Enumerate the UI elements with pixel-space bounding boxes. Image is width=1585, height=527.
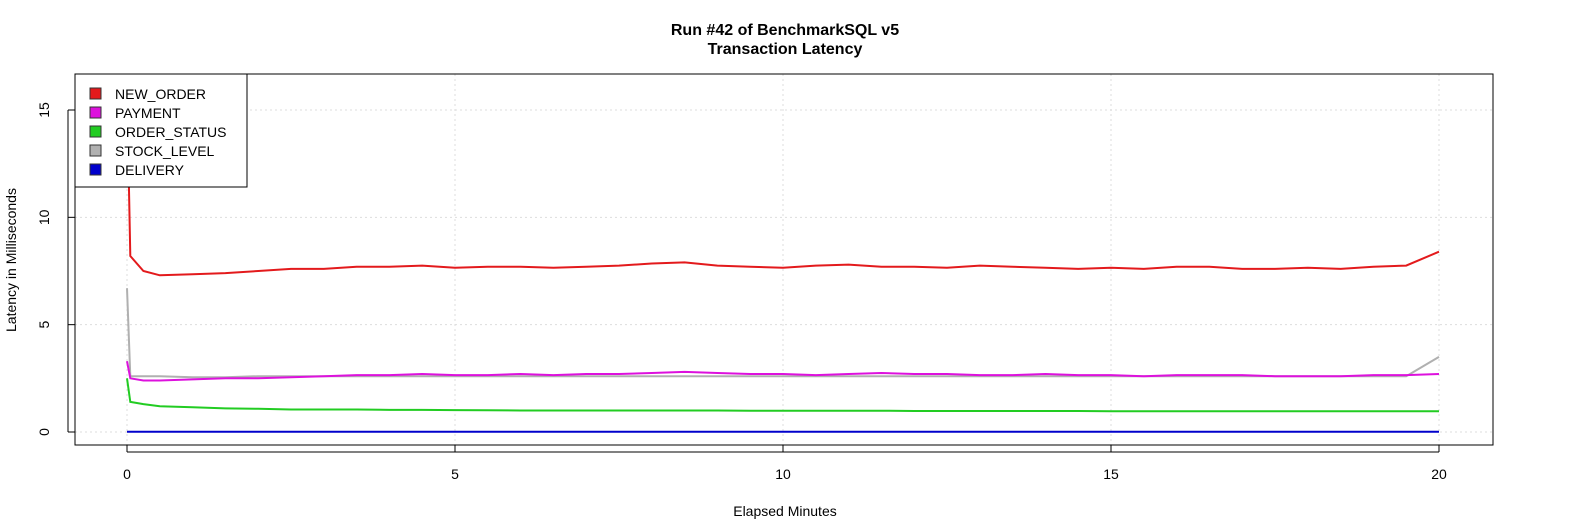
series-lines: [126, 88, 1440, 433]
series-line-stock-level: [126, 288, 1440, 379]
legend-label: ORDER_STATUS: [115, 124, 227, 140]
series-line-order-status: [126, 378, 1439, 413]
legend-swatch: [89, 87, 102, 100]
legend-label: NEW_ORDER: [115, 86, 206, 102]
chart-subtitle: Transaction Latency: [708, 41, 863, 58]
x-tick-label: 0: [123, 466, 131, 482]
x-tick-label: 15: [1103, 466, 1119, 482]
x-tick-label: 5: [451, 466, 459, 482]
legend: NEW_ORDER PAYMENT ORDER_STATUS STOCK_LEVEL D…: [74, 73, 248, 188]
y-axis-label: Latency in Milliseconds: [3, 188, 19, 332]
x-axis-label: Elapsed Minutes: [733, 503, 837, 519]
plot-frame: [74, 73, 1494, 446]
axes: 0 5 10 15 20 0 5 10 15: [36, 102, 1447, 482]
legend-label: PAYMENT: [115, 105, 181, 121]
legend-swatch: [89, 106, 102, 119]
legend-swatch: [89, 163, 102, 176]
legend-box: [74, 73, 248, 188]
y-tick-label: 10: [36, 209, 52, 225]
legend-label: DELIVERY: [115, 162, 185, 178]
x-tick-label: 20: [1431, 466, 1447, 482]
y-tick-label: 0: [36, 428, 52, 436]
x-tick-label: 10: [775, 466, 791, 482]
legend-swatch: [89, 125, 102, 138]
series-line-payment: [126, 361, 1440, 382]
legend-label: STOCK_LEVEL: [115, 143, 215, 159]
legend-swatch: [89, 144, 102, 157]
series-line-new-order: [126, 88, 1440, 277]
chart-title: Run #42 of BenchmarkSQL v5: [671, 22, 899, 39]
y-tick-label: 15: [36, 102, 52, 118]
y-tick-label: 5: [36, 321, 52, 329]
grid: [75, 74, 1493, 445]
